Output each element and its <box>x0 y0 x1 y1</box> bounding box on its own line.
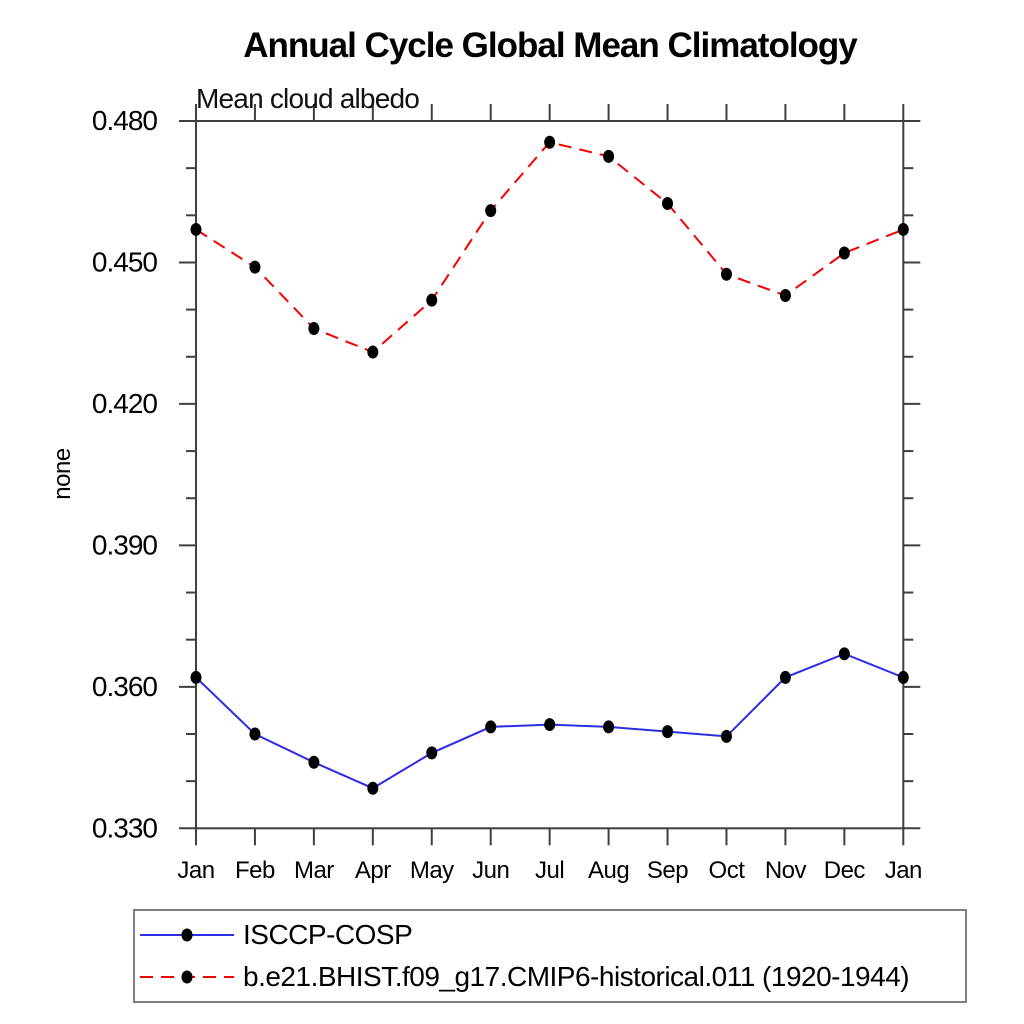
data-point-marker <box>485 720 497 734</box>
x-tick-label: Apr <box>355 857 391 884</box>
data-point-marker <box>603 720 615 734</box>
x-tick-label: Aug <box>588 857 629 884</box>
data-point-marker <box>367 781 379 795</box>
data-point-marker <box>485 204 497 218</box>
data-point-marker <box>603 149 615 163</box>
x-tick-label: Jan <box>177 857 214 884</box>
data-point-marker <box>426 293 438 307</box>
x-tick-label: May <box>410 857 454 884</box>
y-tick-label: 0.330 <box>92 812 157 843</box>
data-point-marker <box>544 718 556 732</box>
data-point-marker <box>779 670 791 684</box>
data-point-marker <box>367 345 379 359</box>
x-tick-label: Jun <box>472 857 509 884</box>
data-point-marker <box>897 222 909 236</box>
series-line-1 <box>195 141 904 354</box>
x-tick-label: Feb <box>235 857 275 884</box>
data-point-marker <box>190 222 202 236</box>
chart-subtitle: Mean cloud albedo <box>196 83 420 114</box>
x-tick-label: Jan <box>885 857 922 884</box>
y-tick-label: 0.480 <box>92 105 157 136</box>
legend-label-model: b.e21.BHIST.f09_g17.CMIP6-historical.011… <box>243 961 910 992</box>
data-point-marker <box>426 746 438 760</box>
data-point-marker <box>720 729 732 743</box>
data-point-marker <box>190 670 202 684</box>
x-tick-label: Sep <box>647 857 688 884</box>
chart-title: Annual Cycle Global Mean Climatology <box>243 26 858 65</box>
data-point-marker <box>838 246 850 260</box>
x-tick-label: Nov <box>765 857 807 884</box>
legend-label-isccp: ISCCP-COSP <box>243 919 413 950</box>
legend-sample-solid-line <box>140 928 234 942</box>
legend-marker-dot-icon <box>181 928 193 942</box>
y-tick-label: 0.450 <box>92 246 157 277</box>
data-point-marker <box>662 197 674 211</box>
data-point-marker <box>662 725 674 739</box>
y-axis-label: none <box>49 448 76 500</box>
data-point-marker <box>544 135 556 149</box>
data-point-marker <box>249 260 261 274</box>
data-point-marker <box>308 755 320 769</box>
data-point-marker <box>897 670 909 684</box>
legend-box: ISCCP-COSP b.e21.BHIST.f09_g17.CMIP6-his… <box>133 909 967 1003</box>
x-tick-label: Oct <box>709 857 746 884</box>
data-point-marker <box>308 321 320 335</box>
data-point-marker <box>720 267 732 281</box>
y-tick-label: 0.360 <box>92 671 157 702</box>
legend-sample-dashed-line <box>140 970 234 984</box>
x-tick-label: Mar <box>294 857 334 884</box>
x-tick-label: Dec <box>824 857 866 884</box>
data-point-marker <box>249 727 261 741</box>
data-point-marker <box>838 647 850 661</box>
x-tick-label: Jul <box>535 857 564 884</box>
y-tick-label: 0.390 <box>92 529 157 560</box>
data-point-marker <box>779 288 791 302</box>
y-tick-label: 0.420 <box>92 388 157 419</box>
legend-row-model: b.e21.BHIST.f09_g17.CMIP6-historical.011… <box>137 957 965 997</box>
legend-marker-dot-icon <box>181 970 193 984</box>
legend-row-isccp: ISCCP-COSP <box>137 915 965 955</box>
